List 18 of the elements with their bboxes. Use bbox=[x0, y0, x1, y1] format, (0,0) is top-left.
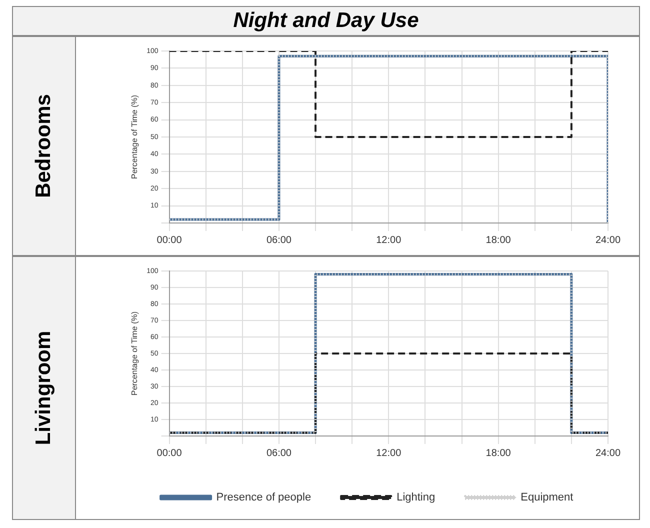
x-tick-label: 24:00 bbox=[595, 234, 621, 246]
chart-title: Night and Day Use bbox=[13, 7, 639, 37]
x-tick-label: 18:00 bbox=[486, 448, 512, 459]
text: Livingroom bbox=[32, 330, 56, 446]
x-tick-label: 06:00 bbox=[266, 234, 292, 246]
x-tick-label: 12:00 bbox=[376, 234, 402, 246]
legend-label: Equipment bbox=[520, 492, 574, 504]
y-axis-title: Percentage of Time (%) bbox=[130, 94, 140, 180]
legend-label: Presence of people bbox=[216, 492, 312, 504]
x-tick-label: 18:00 bbox=[486, 234, 512, 246]
x-tick-label: 00:00 bbox=[156, 448, 182, 459]
x-tick-label: 06:00 bbox=[266, 448, 292, 459]
y-axis-title: Percentage of Time (%) bbox=[130, 311, 140, 396]
text: Bedrooms bbox=[32, 94, 56, 198]
x-tick-label: 00:00 bbox=[156, 234, 182, 246]
x-tick-label: 24:00 bbox=[595, 448, 621, 459]
x-tick-label: 12:00 bbox=[376, 448, 402, 459]
legend-label: Lighting bbox=[396, 492, 436, 504]
